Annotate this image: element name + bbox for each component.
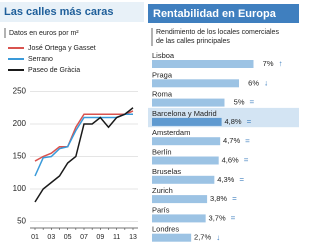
value-label: 6% xyxy=(248,78,259,87)
value-label: 4,6% xyxy=(222,155,239,164)
trend-icon: ↓ xyxy=(264,78,268,87)
infographic: Las calles más caras Datos en euros por … xyxy=(0,2,299,242)
legend-label: Paseo de Gràcia xyxy=(28,67,80,74)
trend-icon: = xyxy=(245,136,250,145)
category-label: Berlín xyxy=(152,147,172,156)
value-label: 4,7% xyxy=(223,136,240,145)
title-band xyxy=(148,4,299,23)
category-label: Amsterdam xyxy=(152,128,190,137)
x-tick-label: 13 xyxy=(129,234,137,241)
bar xyxy=(152,214,206,223)
category-label: Zurich xyxy=(152,186,173,195)
chart-title: Rentabilidad en Europa xyxy=(153,8,277,20)
line-series xyxy=(34,110,134,162)
y-tick-label: 200 xyxy=(13,119,27,128)
trend-icon: = xyxy=(239,175,244,184)
value-label: 4,8% xyxy=(224,117,241,126)
x-tick-label: 09 xyxy=(96,234,104,241)
category-label: Bruselas xyxy=(152,167,181,176)
subtitle: Datos en euros por m² xyxy=(9,30,79,37)
subtitle: Rendimiento de los locales comerciales xyxy=(156,29,279,36)
bar xyxy=(152,175,215,184)
legend-label: Serrano xyxy=(28,56,53,63)
value-label: 4,3% xyxy=(217,175,234,184)
x-tick-label: 03 xyxy=(47,234,55,241)
bar xyxy=(152,117,222,126)
bar xyxy=(152,233,192,242)
category-label: Barcelona y Madrid xyxy=(152,109,217,118)
trend-icon: = xyxy=(244,156,249,165)
x-tick-label: 11 xyxy=(113,234,120,241)
title-band xyxy=(0,2,144,22)
category-label: Praga xyxy=(152,70,173,79)
chart-title: Las calles más caras xyxy=(4,6,113,18)
category-label: Lisboa xyxy=(152,51,175,60)
bar xyxy=(152,137,221,146)
bar xyxy=(152,98,225,107)
value-label: 5% xyxy=(234,98,245,107)
subtitle: de las calles principales xyxy=(156,38,230,45)
category-label: Londres xyxy=(152,225,179,234)
bar xyxy=(152,60,254,68)
y-tick-label: 250 xyxy=(13,87,27,96)
x-tick-label: 01 xyxy=(31,234,39,241)
y-tick-label: 150 xyxy=(13,152,27,161)
x-tick-label: 07 xyxy=(80,234,88,241)
value-label: 2,7% xyxy=(194,233,211,242)
line-series xyxy=(34,107,134,203)
legend-label: José Ortega y Gasset xyxy=(28,45,96,52)
value-label: 3,8% xyxy=(210,194,227,203)
y-tick-label: 50 xyxy=(17,217,26,226)
trend-icon: = xyxy=(231,214,236,223)
category-label: París xyxy=(152,205,170,214)
category-label: Roma xyxy=(152,90,173,99)
trend-icon: ↓ xyxy=(216,233,220,242)
trend-icon: = xyxy=(250,98,255,107)
x-tick-label: 05 xyxy=(64,234,72,241)
y-tick-label: 100 xyxy=(13,184,27,193)
trend-icon: = xyxy=(247,117,252,126)
bar xyxy=(152,195,208,204)
value-label: 3,7% xyxy=(209,213,226,222)
bar xyxy=(152,156,219,165)
bar xyxy=(152,79,239,88)
trend-icon: ↑ xyxy=(279,59,283,68)
trend-icon: = xyxy=(232,194,237,203)
value-label: 7% xyxy=(263,59,274,68)
